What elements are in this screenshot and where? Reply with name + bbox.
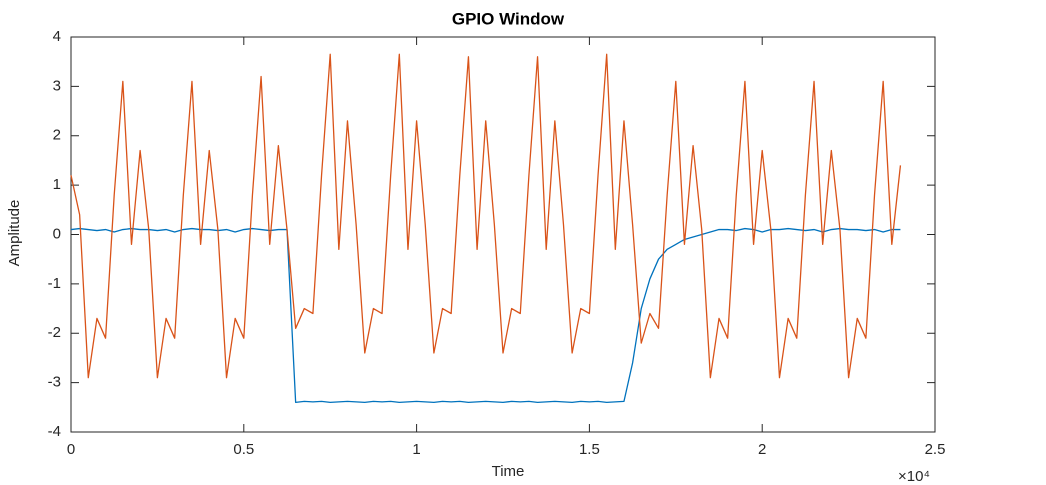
- y-tick-label: -1: [48, 275, 61, 292]
- x-tick-label: 2: [758, 441, 766, 458]
- series-line: [70, 53, 902, 379]
- x-axis-label: Time: [492, 463, 525, 480]
- x-tick-label: 0.5: [233, 441, 254, 458]
- y-tick-label: -3: [48, 374, 61, 391]
- x-tick-label: 0: [67, 441, 75, 458]
- chart-title: GPIO Window: [452, 9, 565, 28]
- x-tick-label: 1: [412, 441, 420, 458]
- y-tick-label: 2: [53, 127, 61, 144]
- y-tick-label: 4: [53, 28, 61, 45]
- y-tick-label: 1: [53, 176, 61, 193]
- x-tick-label: 1.5: [579, 441, 600, 458]
- y-tick-label: 0: [53, 225, 61, 242]
- y-tick-label: -4: [48, 423, 61, 440]
- x-tick-label: 2.5: [925, 441, 946, 458]
- series-line: [70, 227, 901, 404]
- y-tick-label: -2: [48, 324, 61, 341]
- x-multiplier: ×10⁴: [898, 468, 930, 485]
- y-tick-label: 3: [53, 77, 61, 94]
- y-axis-label: Amplitude: [6, 200, 23, 267]
